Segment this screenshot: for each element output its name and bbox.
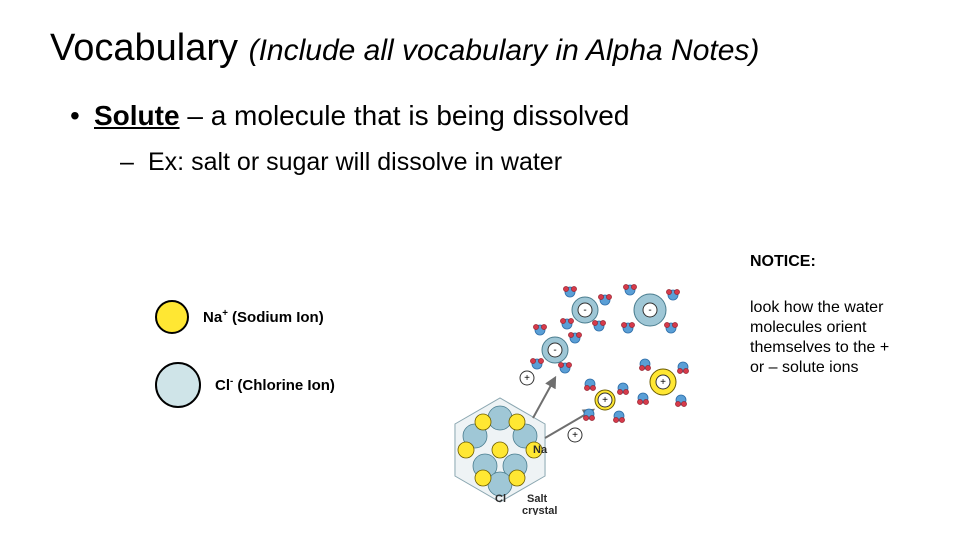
svg-text:Na: Na	[533, 444, 548, 456]
title-sub: (Include all vocabulary in Alpha Notes)	[249, 34, 760, 67]
svg-text:crystal: crystal	[522, 505, 557, 515]
svg-text:+: +	[602, 395, 608, 406]
legend-cl-label: Cl- (Chlorine Ion)	[215, 376, 335, 394]
legend-na-label: Na+ (Sodium Ion)	[203, 308, 324, 326]
title-main: Vocabulary	[50, 27, 238, 69]
lower-region: Na+ (Sodium Ion) Cl- (Chlorine Ion) Na Cl…	[0, 250, 960, 510]
vocab-def: – a molecule that is being dissolved	[180, 100, 630, 131]
legend-row-na: Na+ (Sodium Ion)	[155, 300, 335, 334]
svg-text:Salt: Salt	[527, 493, 548, 505]
bullet-dot: •	[70, 98, 84, 134]
diagram-svg: Na Cl Saltcrystal - - - + + + +	[405, 270, 705, 515]
notice-heading: NOTICE:	[750, 252, 900, 272]
svg-text:+: +	[660, 377, 666, 388]
notice-box: NOTICE: look how the water molecules ori…	[750, 252, 900, 378]
svg-text:+: +	[572, 430, 578, 441]
svg-text:Cl: Cl	[495, 493, 506, 505]
bullet-level-1: • Solute – a molecule that is being diss…	[70, 98, 910, 134]
example-text: Ex: salt or sugar will dissolve in water	[148, 148, 562, 177]
svg-text:-: -	[648, 305, 651, 316]
bullet-text: Solute – a molecule that is being dissol…	[94, 98, 629, 134]
slide: Vocabulary (Include all vocabulary in Al…	[0, 0, 960, 540]
svg-text:-: -	[583, 305, 586, 316]
notice-body: look how the water molecules orient them…	[750, 298, 900, 378]
legend-row-cl: Cl- (Chlorine Ion)	[155, 362, 335, 408]
vocab-term: Solute	[94, 100, 180, 131]
slide-title: Vocabulary (Include all vocabulary in Al…	[50, 28, 910, 70]
bullet-level-2: – Ex: salt or sugar will dissolve in wat…	[120, 148, 910, 177]
svg-text:+: +	[524, 373, 530, 384]
sodium-ion-icon	[155, 300, 189, 334]
dissolution-diagram: Na Cl Saltcrystal - - - + + + +	[405, 270, 705, 515]
bullet-dash: –	[120, 148, 138, 177]
chlorine-ion-icon	[155, 362, 201, 408]
svg-text:-: -	[553, 345, 556, 356]
ion-legend: Na+ (Sodium Ion) Cl- (Chlorine Ion)	[155, 300, 335, 436]
